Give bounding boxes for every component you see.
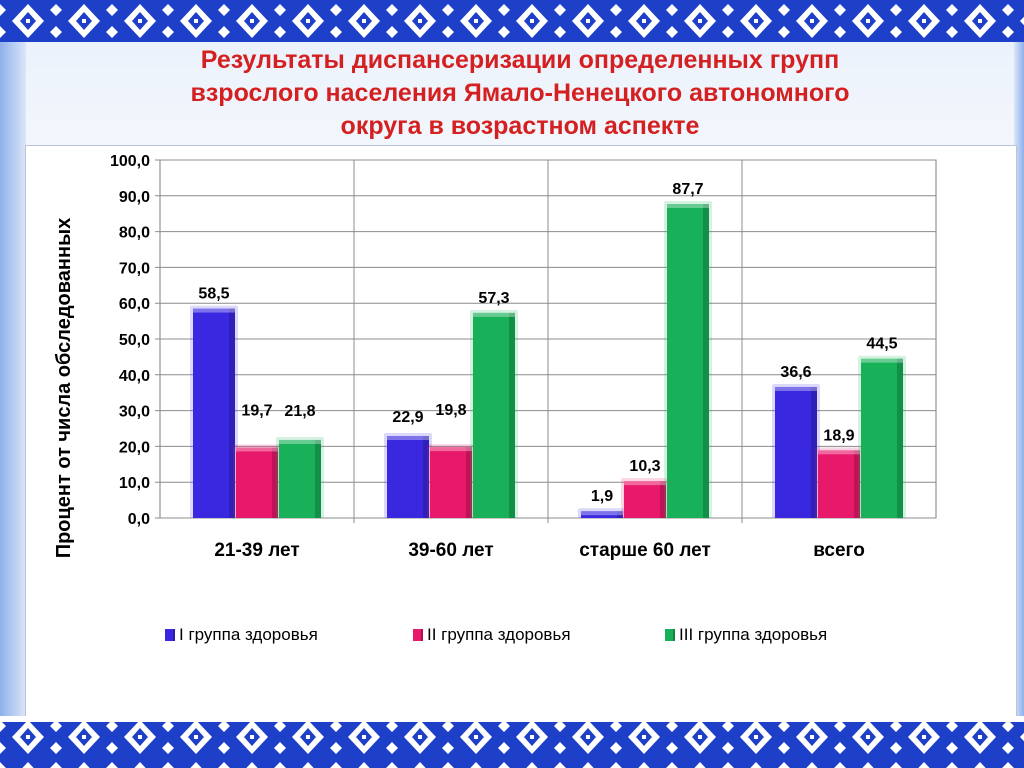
y-tick-label: 40,0 (119, 368, 150, 385)
bar-highlight (624, 481, 666, 486)
y-tick-label: 0,0 (128, 511, 150, 528)
bar (624, 481, 666, 518)
bar-highlight (279, 439, 321, 444)
bar-highlight (581, 511, 623, 516)
bar-shade (617, 511, 623, 518)
y-tick-label: 10,0 (119, 475, 150, 492)
bar-shade (897, 358, 903, 518)
y-tick-label: 90,0 (119, 189, 150, 206)
legend-swatch-group-3 (665, 629, 675, 641)
bar-shade (703, 204, 709, 518)
bar-highlight (387, 436, 429, 441)
y-axis-label: Процент от числа обследованных (53, 217, 75, 559)
legend-label-group-1: I группа здоровья (179, 625, 318, 644)
bar (279, 439, 321, 518)
bar-highlight (775, 386, 817, 391)
data-label: 36,6 (780, 364, 811, 381)
bar-highlight (861, 358, 903, 363)
side-gradient-left (0, 42, 26, 716)
bar-highlight (430, 447, 472, 452)
data-label: 57,3 (478, 290, 509, 307)
y-tick-label: 80,0 (119, 225, 150, 242)
y-tick-label: 70,0 (119, 260, 150, 277)
y-tick-label: 50,0 (119, 332, 150, 349)
legend-swatch-group-2 (413, 629, 423, 641)
bar-highlight (818, 450, 860, 455)
data-label: 10,3 (629, 458, 660, 475)
y-tick-label: 20,0 (119, 439, 150, 456)
data-label: 22,9 (392, 409, 423, 426)
data-label: 87,7 (672, 181, 703, 198)
bar (818, 450, 860, 518)
x-tick-label: 21-39 лет (214, 540, 299, 561)
bar-shade (315, 439, 321, 518)
bar-shade (811, 386, 817, 518)
legend-swatch-group-1 (165, 629, 175, 641)
bar-highlight (473, 312, 515, 317)
data-label: 1,9 (591, 488, 613, 505)
bar-highlight (236, 447, 278, 452)
bar-shade (854, 450, 860, 518)
bar-shade (423, 436, 429, 518)
bar (581, 511, 623, 518)
bar (430, 447, 472, 518)
bar-shade (660, 481, 666, 518)
data-label: 18,9 (823, 427, 854, 444)
y-tick-label: 60,0 (119, 296, 150, 313)
x-tick-label: старше 60 лет (579, 540, 711, 561)
data-label: 21,8 (284, 403, 315, 420)
bar-highlight (667, 204, 709, 209)
bar (236, 447, 278, 518)
bar (193, 308, 235, 518)
ornament-pattern-top (0, 0, 1024, 42)
side-gradient-right (1014, 42, 1024, 716)
bar-shade (229, 308, 235, 518)
y-tick-label: 30,0 (119, 404, 150, 421)
title-line-3: округа в возрастном аспекте (340, 112, 700, 140)
data-label: 19,8 (435, 402, 466, 419)
legend-item-group-2: II группа здоровья (413, 622, 571, 648)
bar (667, 204, 709, 518)
legend-label-group-2: II группа здоровья (427, 625, 571, 644)
bar (473, 312, 515, 518)
ornament-border-bottom (0, 716, 1024, 768)
bar (387, 436, 429, 518)
legend-item-group-1: I группа здоровья (165, 622, 318, 648)
data-label: 44,5 (866, 336, 897, 353)
x-tick-label: 39-60 лет (408, 540, 493, 561)
bar-highlight (193, 308, 235, 313)
title-line-1: Результаты диспансеризации определенных … (200, 46, 840, 74)
ornament-border-top (0, 0, 1024, 42)
legend-item-group-3: III группа здоровья (665, 622, 827, 648)
data-label: 58,5 (198, 286, 229, 303)
data-label: 19,7 (241, 402, 272, 419)
bar (775, 386, 817, 518)
legend-label-group-3: III группа здоровья (679, 625, 828, 644)
bar-shade (272, 447, 278, 518)
bar-shade (509, 312, 515, 518)
ornament-pattern-bottom (0, 716, 1024, 768)
bar-shade (466, 447, 472, 518)
bar (861, 358, 903, 518)
slide-title: Результаты диспансеризации определенных … (70, 44, 970, 144)
y-tick-label: 100,0 (110, 153, 150, 170)
title-line-2: взрослого населения Ямало-Ненецкого авто… (190, 79, 850, 107)
x-tick-label: всего (813, 540, 865, 561)
chart-legend: I группа здоровья II группа здоровья III… (165, 622, 905, 648)
